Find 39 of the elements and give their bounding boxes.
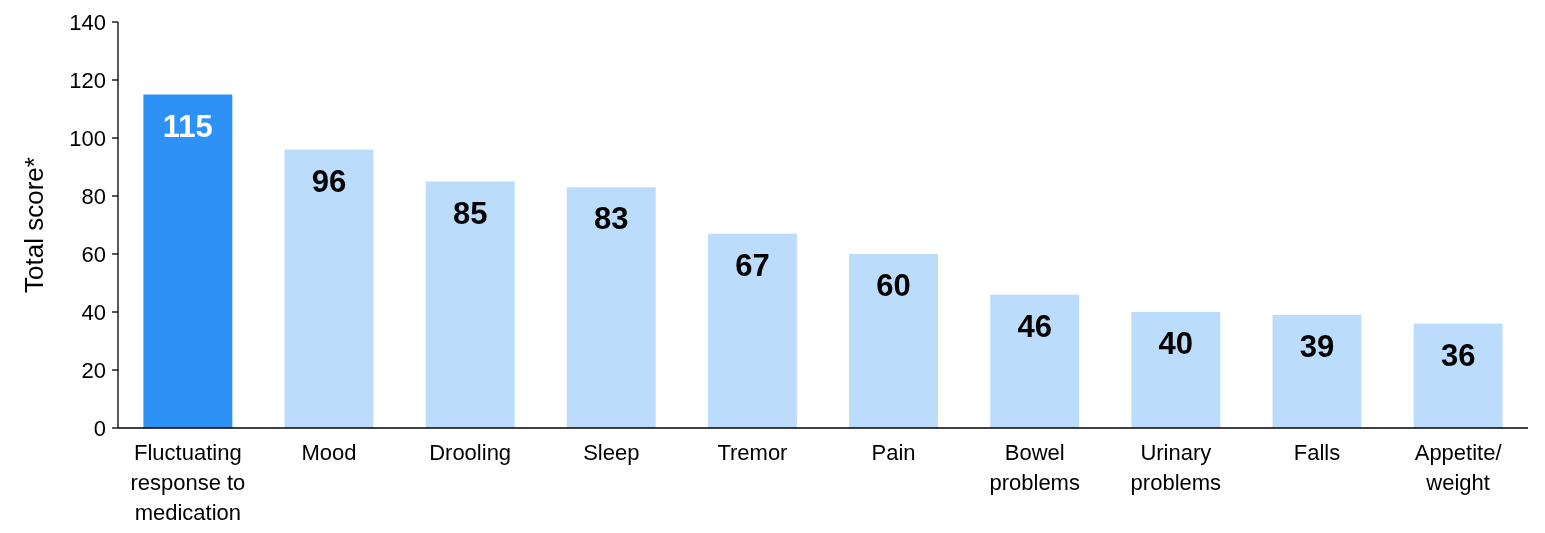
x-tick-label: Falls [1293, 440, 1341, 465]
x-tick-label: Fluctuating response to medication [130, 440, 246, 525]
data-label: 46 [1017, 308, 1052, 344]
x-tick-label: Bowel problems [989, 440, 1080, 495]
bar [1131, 312, 1221, 428]
bar [849, 254, 939, 428]
x-tick-label: Mood [301, 440, 357, 465]
x-tick-label: Appetite/ weight [1414, 440, 1503, 495]
data-label: 85 [452, 195, 488, 231]
bar [1272, 314, 1362, 428]
x-tick-label: Tremor [717, 440, 788, 465]
y-tick-label: 100 [69, 125, 106, 151]
y-axis-title: Total score* [19, 157, 49, 293]
bar [1413, 323, 1503, 428]
y-tick-label: 40 [81, 299, 106, 325]
y-tick-label: 140 [69, 9, 106, 35]
x-tick-label: Urinary problems [1130, 440, 1222, 495]
y-tick-label: 120 [69, 67, 106, 93]
data-label: 67 [735, 247, 770, 283]
x-tick-label: Sleep [583, 440, 640, 465]
y-tick-label: 0 [93, 415, 106, 441]
y-tick-label: 20 [81, 357, 106, 383]
x-tick-label: Drooling [429, 440, 512, 465]
bar [566, 187, 656, 428]
bar [284, 149, 374, 428]
data-label: 96 [311, 163, 347, 199]
data-label: 39 [1299, 328, 1335, 364]
data-label: 83 [594, 201, 629, 237]
data-label: 60 [876, 268, 911, 303]
bar [143, 94, 233, 428]
data-label: 36 [1440, 337, 1476, 373]
bar [425, 181, 515, 428]
x-tick-label: Pain [871, 440, 916, 465]
bar [707, 233, 797, 428]
data-label: 115 [162, 108, 213, 144]
y-tick-label: 80 [81, 183, 106, 209]
y-tick-label: 60 [81, 241, 106, 267]
data-label: 40 [1158, 326, 1194, 361]
bar [990, 294, 1080, 428]
